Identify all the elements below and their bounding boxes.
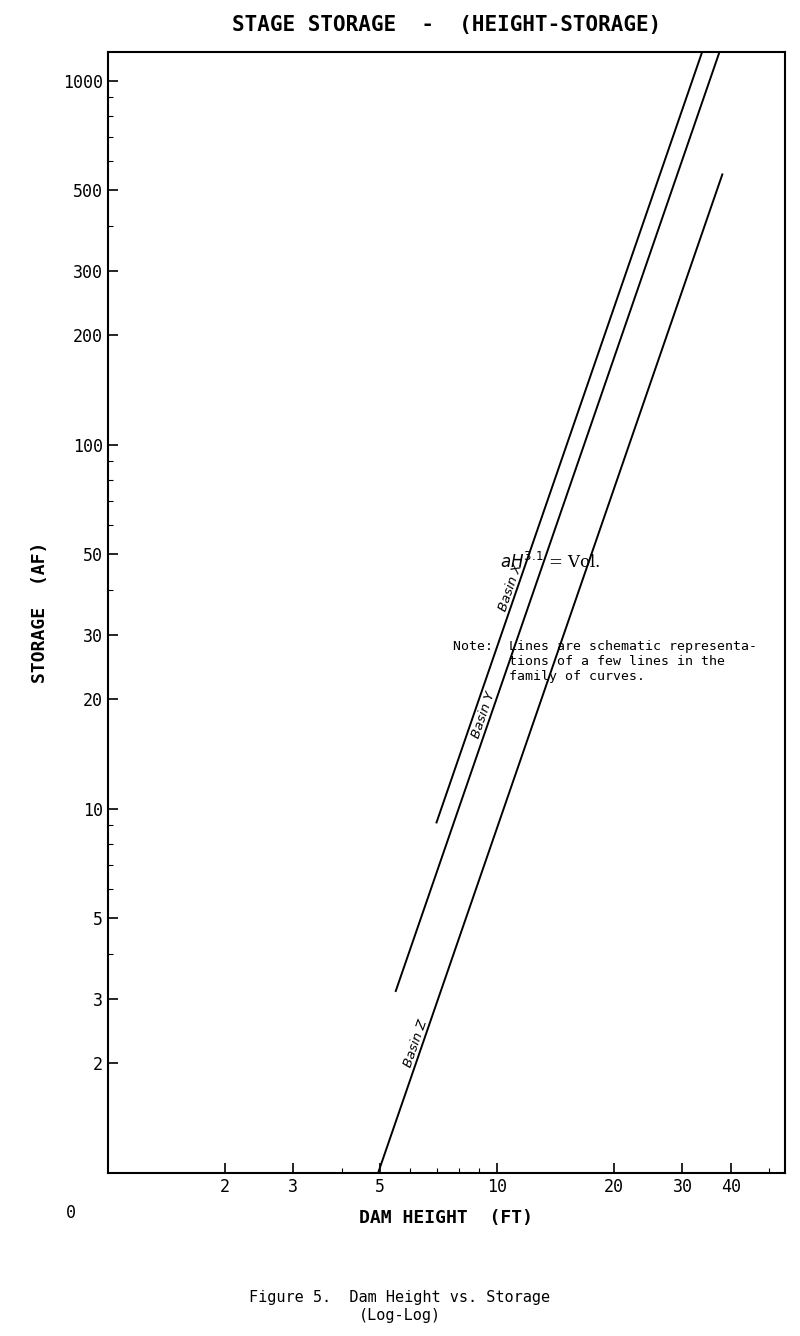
Text: Basin X: Basin X xyxy=(497,561,525,612)
Title: STAGE STORAGE  -  (HEIGHT-STORAGE): STAGE STORAGE - (HEIGHT-STORAGE) xyxy=(232,15,661,35)
Text: Note:  Lines are schematic representa-
       tions of a few lines in the
      : Note: Lines are schematic representa- ti… xyxy=(453,640,757,683)
Text: Basin Y: Basin Y xyxy=(470,691,498,740)
Text: Basin Z: Basin Z xyxy=(402,1018,430,1069)
X-axis label: DAM HEIGHT  (FT): DAM HEIGHT (FT) xyxy=(359,1209,534,1228)
Text: Figure 5.  Dam Height vs. Storage
(Log-Log): Figure 5. Dam Height vs. Storage (Log-Lo… xyxy=(250,1291,550,1323)
Y-axis label: STORAGE  (AF): STORAGE (AF) xyxy=(31,541,49,683)
Text: 0: 0 xyxy=(66,1204,75,1222)
Text: $aH^{3.1}$ = Vol.: $aH^{3.1}$ = Vol. xyxy=(501,552,601,572)
